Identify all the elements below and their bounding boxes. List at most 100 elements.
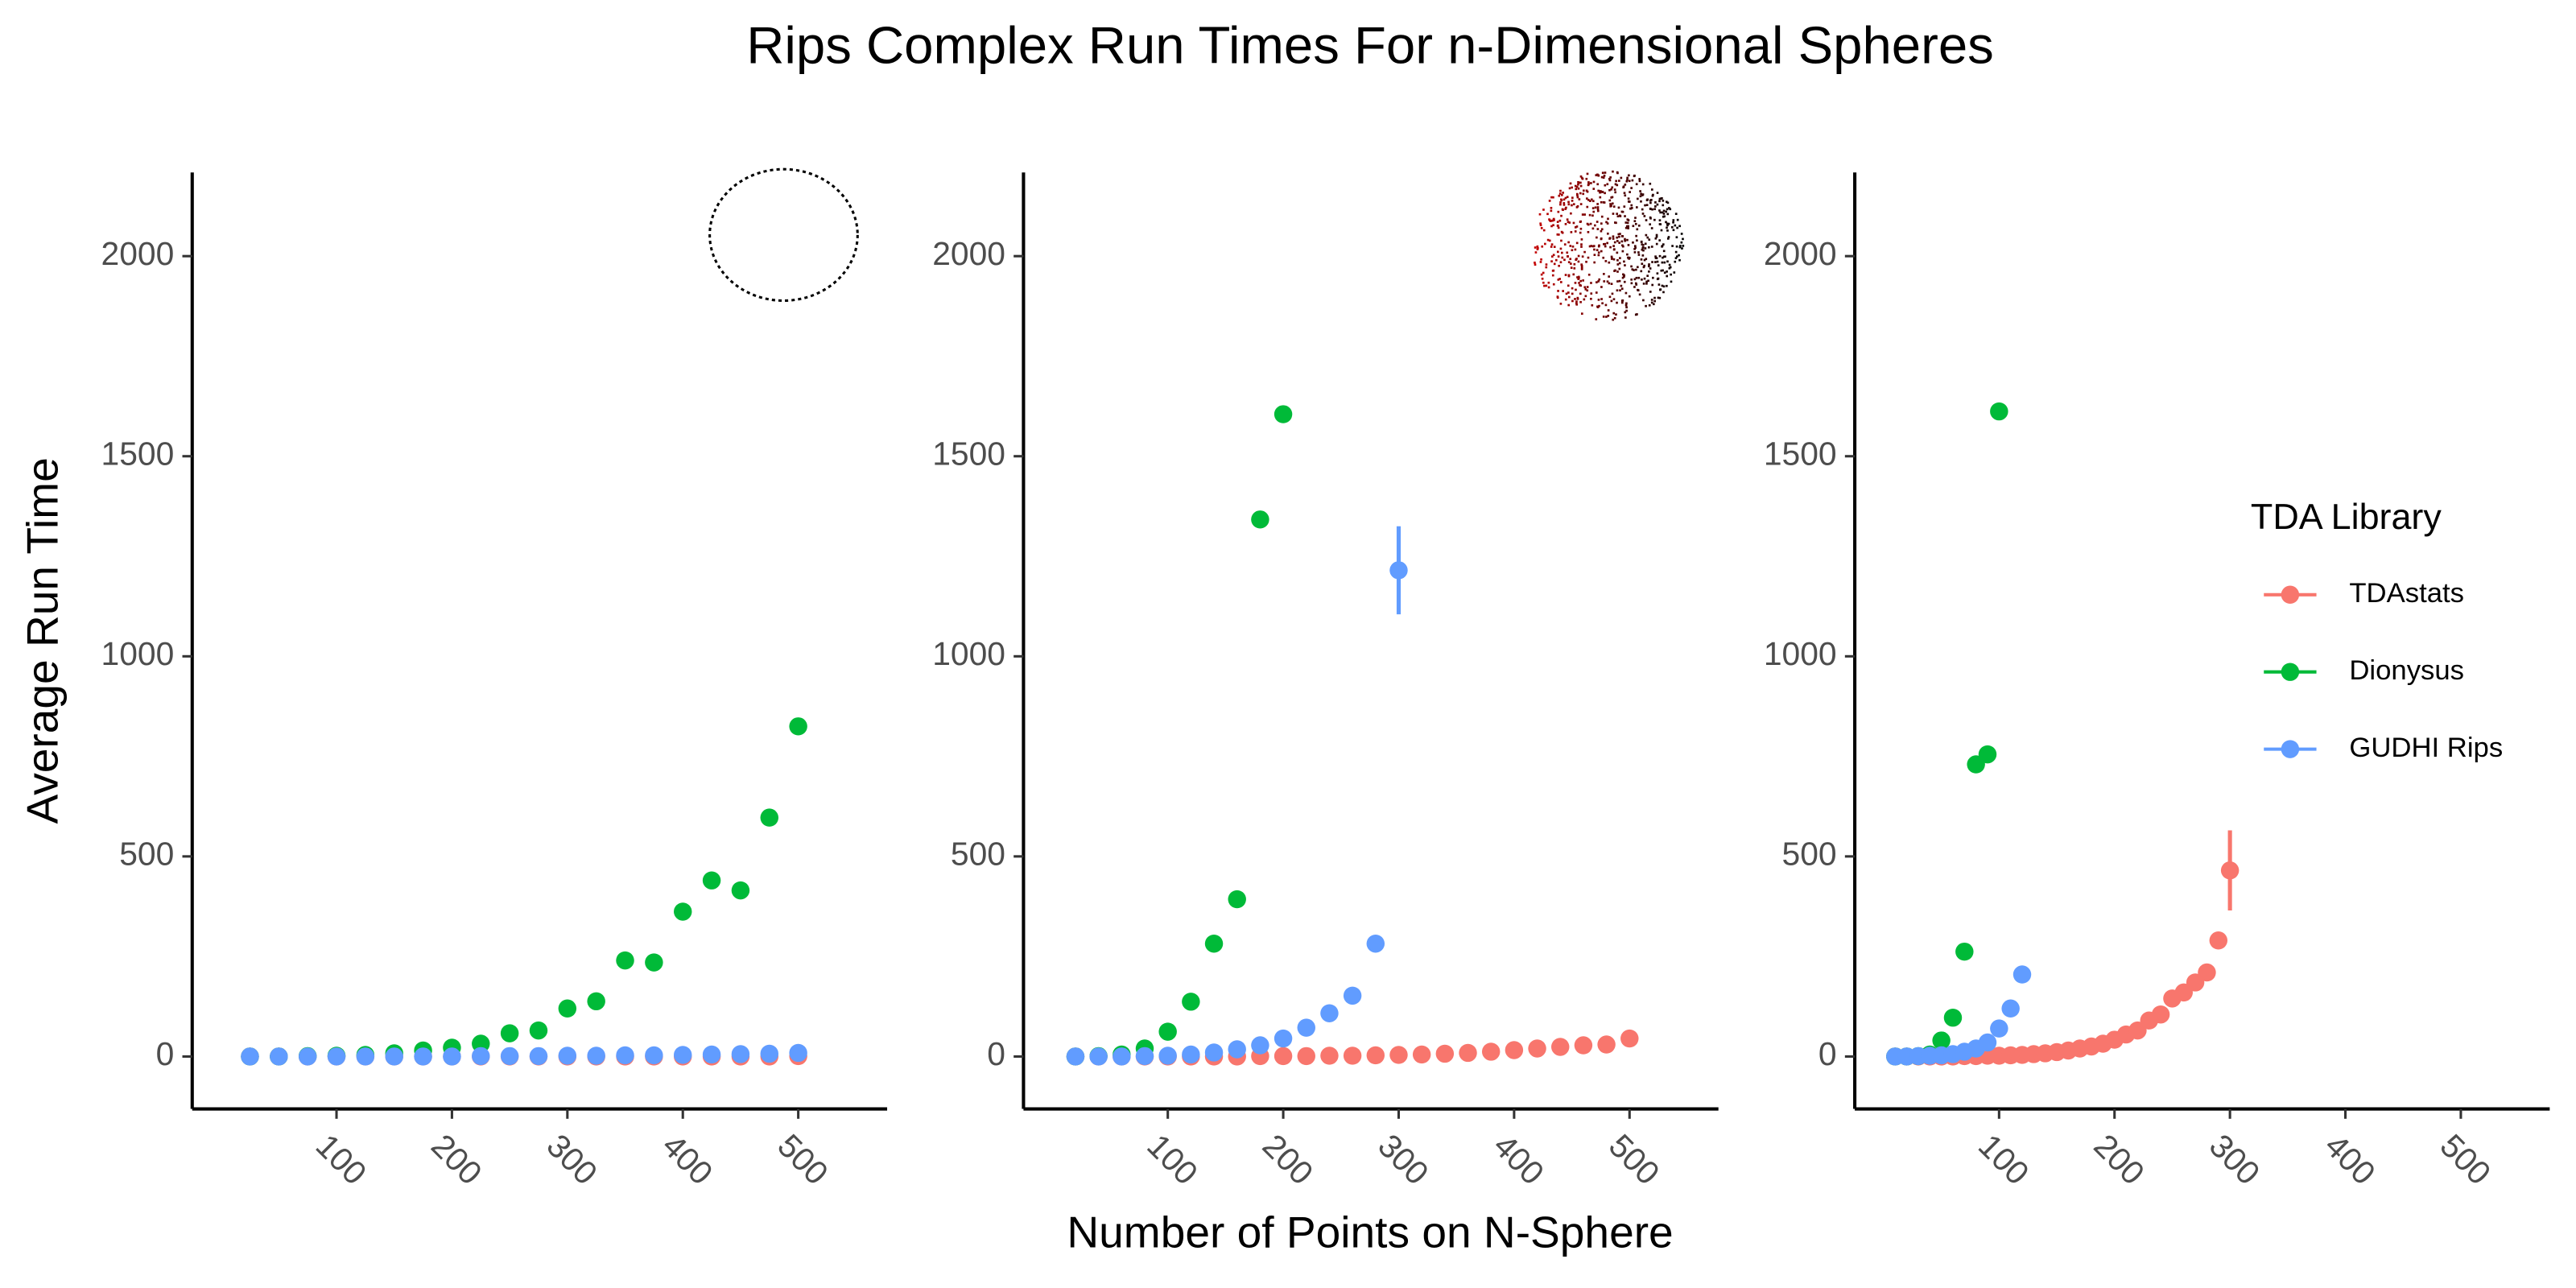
sphere-point (1659, 223, 1662, 225)
point (385, 1047, 403, 1066)
sphere-point (1580, 243, 1583, 246)
sphere-point (1660, 269, 1663, 272)
sphere-point (1611, 186, 1614, 189)
point (1551, 1038, 1570, 1056)
sphere-point (1641, 208, 1644, 211)
sphere-point (1645, 282, 1648, 285)
sphere-point (1586, 205, 1589, 208)
sphere-point (1547, 281, 1550, 284)
sphere-point (1661, 197, 1663, 200)
sphere-point (1577, 183, 1579, 186)
x-tick-label: 100 (1971, 1127, 2037, 1192)
sphere-point (1610, 255, 1613, 258)
sphere-point (1623, 260, 1625, 263)
sphere-point (1585, 189, 1588, 192)
sphere-point (1581, 213, 1584, 216)
sphere-point (1548, 200, 1551, 202)
sphere-point (1682, 245, 1685, 247)
point (1597, 1035, 1616, 1054)
sphere-point (1653, 208, 1656, 211)
sphere-point (1640, 241, 1643, 244)
sphere-point (1623, 275, 1625, 278)
sphere-point (1630, 278, 1633, 281)
sphere-point (1602, 176, 1605, 179)
sphere-point (1642, 266, 1645, 269)
sphere-point (1601, 171, 1604, 175)
sphere-point (1582, 279, 1584, 282)
sphere-point (1590, 182, 1592, 184)
sphere-point (1613, 188, 1616, 191)
sphere-point (1567, 275, 1571, 278)
sphere-point (1577, 254, 1580, 258)
sphere-point (1618, 262, 1621, 265)
sphere-point (1574, 230, 1577, 233)
sphere-point (1610, 196, 1613, 199)
x-tick-label: 200 (1256, 1127, 1321, 1192)
sphere-point (1616, 240, 1619, 242)
sphere-point (1643, 264, 1645, 267)
sphere-point (1600, 215, 1604, 218)
sphere-point (1559, 281, 1563, 283)
sphere-point (1541, 277, 1544, 280)
sphere-point (1640, 200, 1642, 203)
sphere-point (1634, 217, 1637, 219)
sphere-point (1627, 197, 1630, 200)
point (587, 992, 605, 1011)
sphere-point (1552, 218, 1555, 221)
sphere-point (1607, 217, 1609, 221)
sphere-point (1654, 255, 1657, 258)
sphere-point (1662, 200, 1665, 202)
sphere-point (1657, 283, 1661, 286)
point (1204, 935, 1224, 953)
sphere-point (1577, 275, 1580, 279)
sphere-point (1583, 213, 1586, 216)
sphere-point (1647, 279, 1649, 283)
sphere-point (1678, 225, 1681, 228)
sphere-point (1641, 278, 1643, 281)
sphere-point (1596, 208, 1600, 211)
sphere-point (1664, 255, 1666, 258)
sphere-point (1625, 302, 1628, 305)
point (702, 1045, 721, 1064)
sphere-point (1614, 269, 1616, 272)
sphere-point (1612, 235, 1615, 238)
sphere-point (1540, 258, 1542, 261)
x-axis-label: Number of Points on N-Sphere (1067, 1207, 1673, 1257)
sphere-point (1618, 180, 1620, 182)
sphere-point (1600, 229, 1603, 233)
sphere-point (1580, 266, 1583, 269)
sphere-point (1586, 222, 1589, 225)
sphere-point (1673, 271, 1676, 274)
sphere-point (1662, 213, 1666, 215)
sphere-point (1596, 228, 1600, 230)
sphere-point (1651, 261, 1653, 263)
sphere-point (1631, 268, 1634, 270)
sphere-point (1579, 220, 1583, 223)
point (529, 1021, 548, 1040)
point (1089, 1047, 1108, 1066)
sphere-point (1621, 250, 1624, 253)
sphere-point (1558, 233, 1560, 236)
sphere-point (1661, 261, 1664, 264)
sphere-point (1666, 213, 1670, 216)
point (760, 1044, 778, 1063)
sphere-point (1564, 223, 1567, 225)
sphere-point (1642, 283, 1645, 285)
sphere-point (1558, 278, 1561, 280)
sphere-point (1612, 258, 1616, 261)
sphere-point (1604, 303, 1608, 307)
sphere-point (1557, 226, 1560, 229)
sphere-point (1646, 198, 1649, 201)
sphere-point (1534, 261, 1536, 264)
sphere-point (1648, 263, 1650, 266)
sphere-point (1634, 282, 1637, 285)
sphere-point (1610, 188, 1612, 191)
sphere-point (1662, 204, 1665, 207)
sphere-point (1539, 222, 1542, 225)
point (789, 1043, 807, 1063)
sphere-point (1657, 277, 1660, 280)
sphere-point (1579, 231, 1582, 234)
sphere-point (1609, 176, 1612, 179)
legend-label: GUDHI Rips (2349, 733, 2503, 763)
sphere-point (1573, 267, 1576, 270)
